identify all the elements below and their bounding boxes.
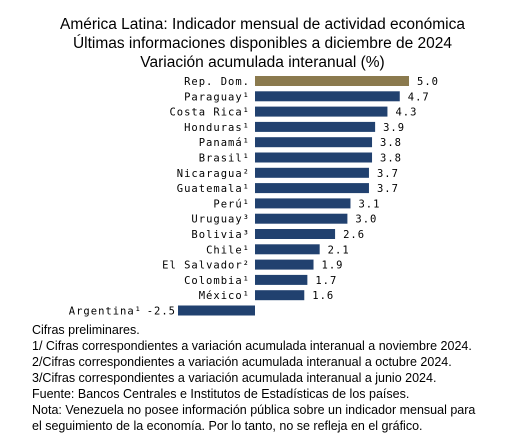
bar-9	[255, 213, 348, 224]
category-label-3: Honduras¹	[184, 122, 250, 134]
category-label-2: Costa Rica¹	[169, 107, 250, 119]
value-label-0: 5.0	[417, 76, 439, 88]
category-label-13: Colombia¹	[184, 275, 250, 287]
bar-8	[255, 198, 351, 209]
bar-5	[255, 152, 373, 163]
value-label-2: 4.3	[395, 107, 417, 119]
bar-12	[255, 259, 314, 270]
value-label-8: 3.1	[358, 198, 380, 210]
bar-3	[255, 121, 376, 132]
chart-notes: Cifras preliminares. 1/ Cifras correspon…	[32, 322, 522, 434]
note-line-1: 1/ Cifras correspondientes a variación a…	[32, 339, 472, 353]
category-label-12: El Salvador²	[162, 260, 250, 272]
bar-4	[255, 137, 373, 148]
category-label-8: Perú¹	[213, 198, 250, 210]
note-line-preliminary: Cifras preliminares.	[32, 323, 140, 337]
category-label-15: Argentina¹	[69, 306, 142, 318]
title-line-1: América Latina: Indicador mensual de act…	[60, 16, 465, 33]
value-label-6: 3.7	[377, 168, 399, 180]
bar-1	[255, 91, 400, 102]
value-label-11: 2.1	[328, 244, 350, 256]
note-line-2: 2/Cifras correspondientes a variación ac…	[32, 355, 452, 369]
bar-14	[255, 290, 305, 301]
category-label-6: Nicaragua²	[177, 168, 250, 180]
bar-10	[255, 229, 336, 239]
note-line-venezuela-1: Nota: Venezuela no posee información púb…	[32, 403, 476, 417]
value-label-5: 3.8	[380, 153, 402, 165]
value-label-14: 1.6	[312, 290, 334, 302]
category-label-5: Brasil¹	[199, 153, 250, 165]
note-line-source: Fuente: Bancos Centrales e Institutos de…	[32, 387, 410, 401]
bar-11	[255, 244, 320, 255]
value-label-1: 4.7	[408, 91, 430, 103]
bar-6	[255, 167, 369, 178]
value-label-7: 3.7	[377, 183, 399, 195]
value-label-15: -2.5	[147, 306, 176, 318]
title-line-3: Variación acumulada interanual (%)	[140, 54, 385, 71]
bar-13	[255, 274, 308, 285]
bar-2	[255, 106, 388, 117]
category-label-1: Paraguay¹	[184, 91, 250, 103]
bar-15	[178, 305, 255, 316]
value-label-9: 3.0	[355, 214, 377, 226]
value-label-4: 3.8	[380, 137, 402, 149]
category-label-11: Chile¹	[206, 244, 250, 256]
category-label-10: Bolivia³	[191, 229, 250, 241]
note-line-3: 3/Cifras correspondientes a variación ac…	[32, 371, 437, 385]
category-label-4: Panamá¹	[199, 137, 250, 149]
category-label-0: Rep. Dom.	[184, 76, 250, 88]
title-line-2: Últimas informaciones disponibles a dici…	[72, 35, 453, 52]
note-line-venezuela-2: el seguimiento de la economía. Por lo ta…	[32, 419, 423, 433]
value-label-3: 3.9	[383, 122, 405, 134]
chart-title: América Latina: Indicador mensual de act…	[0, 15, 525, 72]
value-label-12: 1.9	[322, 260, 344, 272]
bar-7	[255, 183, 369, 194]
value-label-10: 2.6	[343, 229, 365, 241]
bar-0	[255, 76, 409, 86]
category-label-9: Uruguay³	[191, 214, 250, 226]
category-label-7: Guatemala¹	[177, 183, 250, 195]
category-label-14: México¹	[199, 290, 250, 302]
value-label-13: 1.7	[315, 275, 337, 287]
